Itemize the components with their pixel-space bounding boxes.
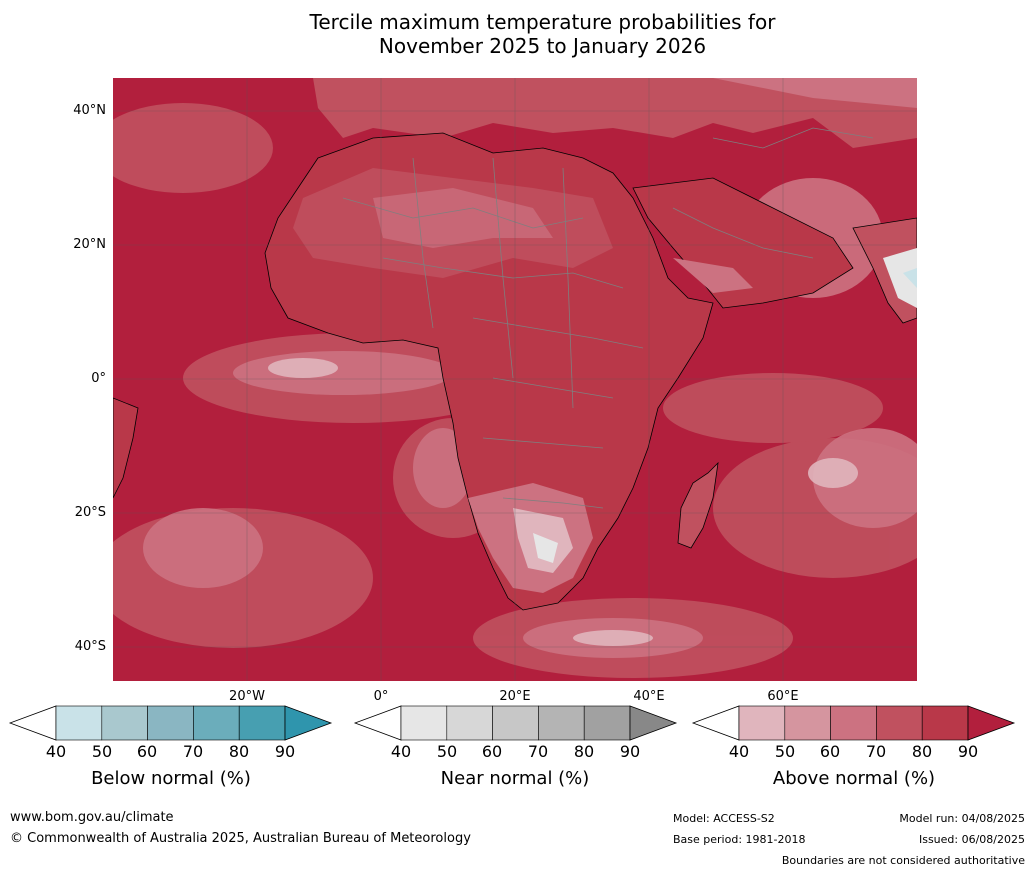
lat-label-20n: 20°N (73, 237, 106, 252)
legend-tick: 90 (619, 742, 641, 761)
lat-label-40s: 40°S (74, 639, 106, 654)
colorbar-bin (147, 705, 194, 741)
lon-label-0: 0° (373, 689, 389, 704)
legend-tick: 60 (819, 742, 841, 761)
colorbar-min-extend (691, 705, 740, 741)
legend-tick: 50 (436, 742, 458, 761)
model-run-date: Model run: 04/08/2025 (899, 812, 1025, 825)
boundary-disclaimer: Boundaries are not considered authoritat… (781, 854, 1025, 867)
base-period: Base period: 1981-2018 (673, 833, 806, 846)
below-normal-colorbar (8, 705, 333, 741)
lon-label-20e: 20°E (499, 689, 531, 704)
website-link[interactable]: www.bom.gov.au/climate (10, 810, 174, 825)
legend-tick: 40 (45, 742, 67, 761)
legend-tick: 80 (228, 742, 250, 761)
colorbar-bin (538, 705, 585, 741)
near-normal-title: Near normal (%) (440, 768, 590, 789)
title-line-1: Tercile maximum temperature probabilitie… (309, 10, 776, 34)
legend-tick: 50 (774, 742, 796, 761)
colorbar-bin (492, 705, 539, 741)
colorbar-bin (193, 705, 240, 741)
colorbar-bin (738, 705, 786, 741)
colorbar-min-extend (8, 705, 57, 741)
model-name: Model: ACCESS-S2 (673, 812, 775, 825)
colorbar-bin (238, 705, 286, 741)
lat-label-40n: 40°N (73, 103, 106, 118)
colorbar-bin (55, 705, 103, 741)
colorbar-bin (876, 705, 923, 741)
legend-tick: 40 (728, 742, 750, 761)
near-normal-colorbar (353, 705, 678, 741)
colorbar-min-extend (353, 705, 402, 741)
above-normal-title: Above normal (%) (772, 768, 936, 789)
legend-tick: 90 (957, 742, 979, 761)
colorbar-max-extend (284, 705, 333, 741)
title-line-2: November 2025 to January 2026 (378, 34, 707, 58)
colorbar-bin (784, 705, 831, 741)
above-normal-colorbar (691, 705, 1016, 741)
colorbar-bin (446, 705, 493, 741)
legend-tick: 40 (390, 742, 412, 761)
lat-label-20s: 20°S (74, 505, 106, 520)
colorbar-bin (400, 705, 448, 741)
legend-tick: 90 (274, 742, 296, 761)
colorbar-bin (921, 705, 969, 741)
legend-tick: 50 (91, 742, 113, 761)
legend-tick: 70 (182, 742, 204, 761)
issued-date: Issued: 06/08/2025 (918, 833, 1025, 846)
colorbar-bin (830, 705, 877, 741)
map-canvas (113, 78, 917, 681)
probability-map (113, 78, 917, 681)
colorbar-max-extend (967, 705, 1016, 741)
colorbar-bin (583, 705, 631, 741)
legend-tick: 80 (573, 742, 595, 761)
colorbar-bin (101, 705, 148, 741)
legend-tick: 60 (136, 742, 158, 761)
lon-label-60e: 60°E (767, 689, 799, 704)
legend-tick: 80 (911, 742, 933, 761)
lon-label-20w: 20°W (229, 689, 265, 704)
colorbar-max-extend (629, 705, 678, 741)
legend-tick: 70 (527, 742, 549, 761)
lat-label-0: 0° (91, 371, 106, 386)
legend-tick: 70 (865, 742, 887, 761)
lon-label-40e: 40°E (633, 689, 665, 704)
below-normal-title: Below normal (%) (91, 768, 251, 789)
copyright-text: © Commonwealth of Australia 2025, Austra… (10, 831, 471, 846)
legend-tick: 60 (481, 742, 503, 761)
map-title: Tercile maximum temperature probabilitie… (0, 10, 1035, 58)
